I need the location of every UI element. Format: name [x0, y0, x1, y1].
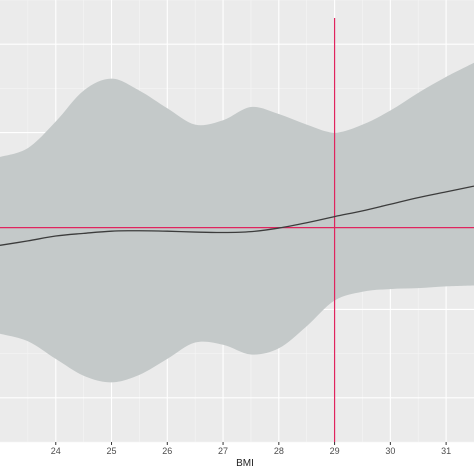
x-tick-label: 25 — [107, 446, 117, 456]
x-axis-ticks — [55, 442, 447, 445]
x-tick-label: 27 — [218, 446, 228, 456]
x-tick-label: 28 — [274, 446, 284, 456]
x-axis-tick-labels: 24 25 26 27 28 29 30 31 — [51, 446, 451, 456]
x-tick-label: 30 — [385, 446, 395, 456]
x-tick-label: 29 — [330, 446, 340, 456]
x-tick-label: 31 — [441, 446, 451, 456]
x-axis-title: BMI — [236, 458, 254, 469]
x-tick-label: 24 — [51, 446, 61, 456]
confidence-band — [0, 62, 474, 383]
series-line — [0, 185, 474, 246]
x-tick-label: 26 — [162, 446, 172, 456]
